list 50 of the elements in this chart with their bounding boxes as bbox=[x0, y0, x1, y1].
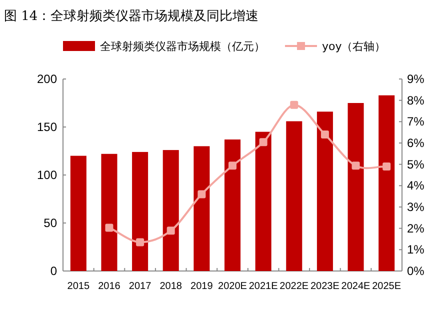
chart-title: 图 14：全球射频类仪器市场规模及同比增速 bbox=[4, 9, 259, 24]
x-tick-label: 2023E bbox=[310, 281, 340, 292]
y2-tick-label: 8% bbox=[407, 93, 425, 108]
y2-tick-label: 6% bbox=[407, 136, 425, 150]
bar bbox=[194, 146, 210, 271]
bar bbox=[132, 152, 148, 271]
bar bbox=[101, 154, 118, 271]
x-tick-label: 2017 bbox=[128, 281, 152, 292]
y-tick-label: 100 bbox=[36, 168, 58, 182]
y-tick-label: 50 bbox=[44, 216, 58, 230]
bar bbox=[378, 95, 395, 271]
x-tick-label: 2016 bbox=[98, 281, 121, 292]
x-tick-label: 2025E bbox=[372, 281, 402, 292]
x-tick-label: 2018 bbox=[160, 281, 182, 292]
x-tick-label: 2020E bbox=[218, 281, 248, 292]
x-tick-label: 2021E bbox=[248, 281, 278, 292]
point bbox=[136, 238, 144, 246]
y2-tick-label: 5% bbox=[407, 157, 425, 172]
y2-tick-label: 0% bbox=[407, 264, 425, 278]
y-tick-label: 0 bbox=[50, 264, 58, 278]
y2-tick-label: 1% bbox=[407, 242, 425, 257]
y2-tick-label: 2% bbox=[407, 221, 425, 236]
y2-tick-label: 9% bbox=[407, 72, 425, 86]
point bbox=[320, 130, 329, 138]
bar bbox=[255, 132, 272, 271]
bar bbox=[316, 112, 333, 271]
x-tick-label: 2024E bbox=[341, 281, 371, 292]
legend-label: yoy（右轴） bbox=[322, 40, 386, 53]
y2-tick-label: 7% bbox=[407, 114, 425, 129]
y2-tick-label: 3% bbox=[407, 200, 425, 214]
point bbox=[290, 100, 298, 109]
y2-tick-label: 4% bbox=[407, 178, 425, 193]
x-tick-label: 2015 bbox=[67, 281, 90, 292]
legend-label: 全球射频类仪器市场规模（亿元） bbox=[100, 40, 265, 53]
y-tick-label: 150 bbox=[36, 120, 58, 134]
bar bbox=[224, 139, 241, 271]
bar bbox=[348, 103, 364, 271]
x-tick-label: 2022E bbox=[280, 281, 309, 292]
y-tick-label: 200 bbox=[36, 72, 58, 86]
bar bbox=[70, 156, 86, 271]
point bbox=[382, 162, 391, 170]
point bbox=[198, 190, 206, 198]
point bbox=[259, 138, 268, 146]
bar bbox=[162, 150, 179, 271]
x-tick-label: 2019 bbox=[190, 281, 214, 292]
point bbox=[105, 224, 114, 232]
point bbox=[166, 226, 175, 235]
point bbox=[228, 162, 236, 170]
bar bbox=[286, 121, 302, 271]
point bbox=[352, 162, 360, 170]
